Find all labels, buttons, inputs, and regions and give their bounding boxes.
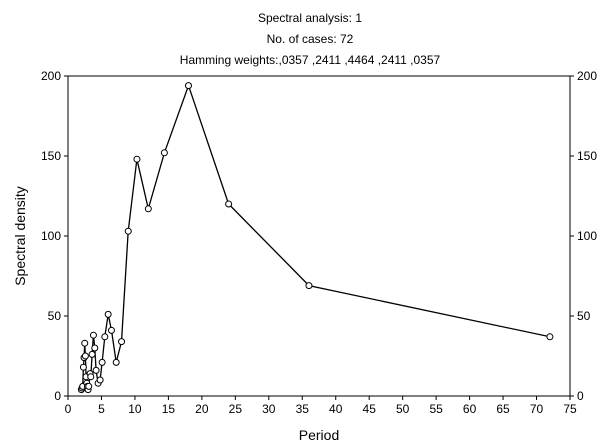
- data-point: [89, 331, 97, 339]
- data-point: [92, 366, 100, 374]
- data-point: [144, 205, 152, 213]
- x-tick-label: 5: [98, 402, 105, 416]
- data-point: [79, 363, 87, 371]
- x-tick-label: 55: [429, 402, 443, 416]
- y-tick-label-right: 0: [577, 389, 584, 403]
- y-tick-label-right: 200: [577, 69, 597, 83]
- plot-frame: [67, 75, 571, 397]
- chart-title-line-3: Hamming weights:,0357 ,2411 ,4464 ,2411 …: [180, 53, 441, 67]
- x-tick-label: 20: [195, 402, 209, 416]
- data-point: [118, 338, 126, 346]
- x-tick-label: 60: [463, 402, 477, 416]
- x-tick-label: 30: [262, 402, 276, 416]
- y-axis-label: Spectral density: [12, 186, 28, 286]
- x-tick-label: 0: [65, 402, 72, 416]
- data-point: [124, 227, 132, 235]
- x-tick-label: 10: [128, 402, 142, 416]
- x-axis-label: Period: [299, 427, 339, 443]
- data-point: [160, 149, 168, 157]
- data-point: [225, 200, 233, 208]
- y-tick-label-right: 100: [577, 229, 597, 243]
- x-tick-label: 45: [363, 402, 377, 416]
- data-point: [112, 358, 120, 366]
- y-tick-label-right: 50: [577, 309, 591, 323]
- x-tick-label: 75: [563, 402, 577, 416]
- chart-title-line-2: No. of cases: 72: [267, 32, 354, 46]
- data-point: [85, 382, 93, 390]
- data-point: [88, 350, 96, 358]
- y-tick-label-left: 150: [41, 149, 61, 163]
- data-point: [87, 373, 95, 381]
- data-point: [98, 358, 106, 366]
- y-tick-label-left: 100: [41, 229, 61, 243]
- data-point: [81, 352, 89, 360]
- data-point: [96, 376, 104, 384]
- data-point: [81, 339, 89, 347]
- x-tick-label: 50: [396, 402, 410, 416]
- y-tick-label-left: 50: [48, 309, 62, 323]
- data-point: [108, 326, 116, 334]
- y-tick-label-left: 0: [54, 389, 61, 403]
- x-tick-label: 25: [229, 402, 243, 416]
- data-point: [104, 310, 112, 318]
- y-tick-label-left: 200: [41, 69, 61, 83]
- x-tick-label: 65: [496, 402, 510, 416]
- data-point: [91, 344, 99, 352]
- x-tick-label: 40: [329, 402, 343, 416]
- data-point: [101, 333, 109, 341]
- data-point: [133, 155, 141, 163]
- series-line: [80, 83, 551, 390]
- data-series: [77, 82, 554, 394]
- x-tick-label: 70: [530, 402, 544, 416]
- chart-title-block: Spectral analysis: 1 No. of cases: 72 Ha…: [180, 11, 441, 67]
- y-tick-label-right: 150: [577, 149, 597, 163]
- data-point: [546, 333, 554, 341]
- x-tick-label: 35: [296, 402, 310, 416]
- chart-title-line-1: Spectral analysis: 1: [258, 11, 362, 25]
- x-tick-label: 15: [162, 402, 176, 416]
- data-point: [305, 282, 313, 290]
- data-point: [184, 82, 192, 90]
